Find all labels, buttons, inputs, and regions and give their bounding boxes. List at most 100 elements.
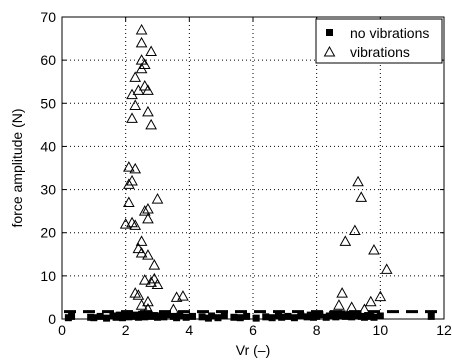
data-point-vibrations: [129, 71, 142, 82]
data-point-vibrations: [135, 62, 148, 74]
data-point-vibrations: [129, 99, 142, 110]
data-point-vibrations: [135, 23, 148, 35]
data-point-vibrations: [123, 196, 135, 208]
data-point-no-vibrations: [220, 312, 228, 320]
series-no-vibrations: [64, 310, 435, 322]
data-point-no-vibrations: [252, 314, 260, 322]
data-point-vibrations: [349, 224, 361, 236]
data-point-no-vibrations: [427, 312, 435, 320]
data-point-vibrations: [138, 274, 151, 285]
y-axis-label: force amplitude (N): [9, 108, 25, 227]
x-tick-label: 8: [313, 322, 321, 338]
data-point-vibrations: [129, 287, 142, 298]
data-point-vibrations: [142, 105, 154, 117]
data-point-vibrations: [333, 299, 345, 310]
data-point-vibrations: [142, 249, 154, 260]
data-point-vibrations: [151, 193, 164, 204]
data-point-vibrations: [380, 263, 393, 274]
data-point-vibrations: [126, 112, 138, 123]
data-point-vibrations: [345, 301, 358, 312]
data-point-no-vibrations: [189, 312, 197, 320]
data-point-vibrations: [135, 36, 148, 48]
legend-label-no-vibrations: no vibrations: [350, 25, 429, 41]
legend-label-vibrations: vibrations: [350, 44, 410, 60]
y-tick-label: 50: [40, 95, 56, 111]
data-point-vibrations: [142, 84, 154, 95]
data-point-vibrations: [138, 58, 151, 69]
data-point-vibrations: [364, 295, 377, 307]
data-point-vibrations: [358, 303, 371, 315]
data-point-vibrations: [135, 235, 148, 246]
data-point-no-vibrations: [290, 314, 298, 322]
data-point-vibrations: [142, 303, 154, 314]
data-point-vibrations: [132, 242, 145, 254]
data-point-vibrations: [135, 246, 148, 258]
data-point-vibrations: [145, 276, 157, 287]
x-tick-label: 4: [185, 322, 193, 338]
data-point-vibrations: [352, 175, 364, 187]
plot-area-frame: [61, 16, 445, 320]
data-point-no-vibrations: [236, 314, 244, 322]
data-point-vibrations: [148, 259, 161, 270]
x-tick-label: 6: [249, 322, 257, 338]
data-point-vibrations: [151, 278, 164, 289]
data-point-vibrations: [368, 243, 380, 255]
data-point-vibrations: [170, 291, 183, 302]
data-point-no-vibrations: [163, 311, 171, 319]
legend-square-marker: [326, 29, 333, 36]
x-tick-label: 0: [58, 322, 66, 338]
data-point-vibrations: [374, 290, 387, 302]
data-point-no-vibrations: [90, 314, 98, 322]
data-point-no-vibrations: [278, 313, 286, 321]
y-tick-label: 10: [40, 268, 56, 284]
data-point-vibrations: [167, 303, 180, 315]
y-tick-label: 20: [40, 225, 56, 241]
data-point-no-vibrations: [284, 312, 292, 320]
data-point-no-vibrations: [316, 311, 324, 319]
data-point-no-vibrations: [176, 312, 184, 320]
data-point-vibrations: [138, 79, 151, 91]
data-point-no-vibrations: [208, 312, 216, 320]
data-point-no-vibrations: [68, 312, 76, 320]
x-tick-label: 10: [373, 322, 389, 338]
data-point-vibrations: [138, 205, 151, 216]
x-tick-label: 12: [436, 322, 452, 338]
y-tick-label: 0: [48, 311, 56, 327]
data-point-no-vibrations: [376, 312, 384, 320]
legend: no vibrations vibrations: [315, 18, 443, 64]
x-tick-label: 2: [122, 322, 130, 338]
data-point-no-vibrations: [268, 314, 276, 322]
series-vibrations: [119, 23, 393, 315]
data-point-vibrations: [132, 289, 145, 300]
data-point-no-vibrations: [182, 313, 190, 321]
data-point-vibrations: [123, 161, 135, 172]
data-point-no-vibrations: [96, 312, 104, 320]
data-point-no-vibrations: [214, 314, 222, 322]
data-point-no-vibrations: [370, 313, 378, 321]
data-point-no-vibrations: [297, 312, 305, 320]
data-point-vibrations: [129, 162, 142, 174]
y-tick-label: 70: [40, 9, 56, 25]
data-point-no-vibrations: [230, 313, 238, 321]
data-point-vibrations: [142, 212, 154, 224]
data-point-vibrations: [339, 235, 352, 246]
data-point-no-vibrations: [262, 313, 270, 321]
data-point-vibrations: [135, 299, 148, 310]
x-axis-label: Vr (–): [236, 342, 270, 358]
data-point-vibrations: [355, 191, 368, 202]
data-point-vibrations: [336, 287, 348, 298]
data-point-no-vibrations: [103, 314, 111, 322]
data-point-vibrations: [142, 295, 154, 307]
data-point-vibrations: [119, 218, 132, 229]
data-point-vibrations: [129, 219, 142, 230]
data-point-no-vibrations: [198, 313, 206, 321]
data-point-vibrations: [177, 290, 189, 301]
data-point-vibrations: [145, 118, 157, 130]
y-tick-label: 60: [40, 52, 56, 68]
data-point-vibrations: [126, 88, 138, 100]
data-point-vibrations: [123, 178, 135, 189]
legend-box: [315, 18, 443, 64]
data-point-no-vibrations: [243, 312, 251, 320]
y-tick-label: 40: [40, 138, 56, 154]
